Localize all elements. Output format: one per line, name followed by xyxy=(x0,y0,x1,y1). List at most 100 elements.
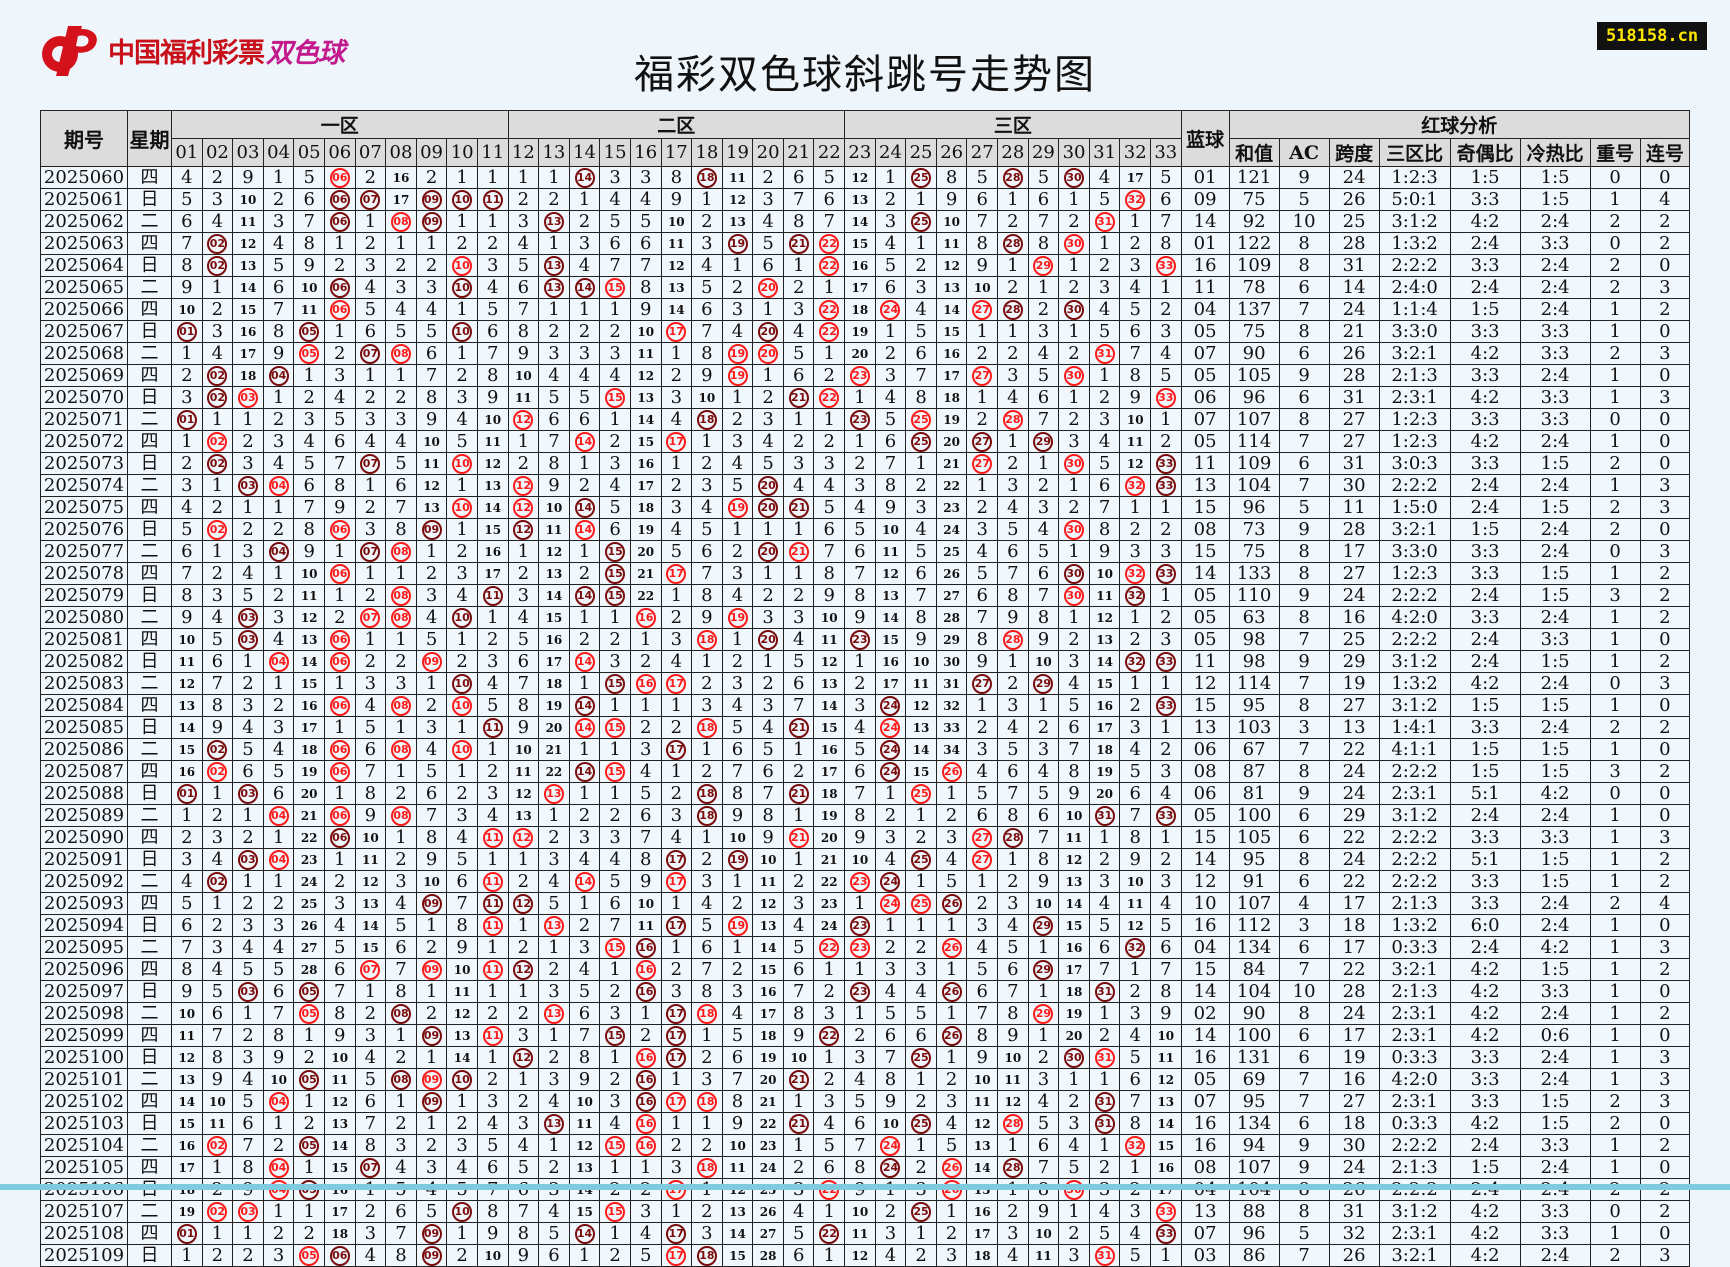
drawn-ball: 26 xyxy=(941,1157,962,1178)
omission-cell: 4 xyxy=(1088,1200,1121,1223)
odd-even-ratio-cell: 3:3 xyxy=(1449,1068,1521,1091)
omission-cell: 4 xyxy=(997,716,1029,739)
omission-cell: 2 xyxy=(752,672,784,695)
omission-cell: 2 xyxy=(905,1244,937,1267)
omission-cell: 8 xyxy=(415,826,448,849)
span-cell: 18 xyxy=(1328,1112,1380,1135)
omission-value: 18 xyxy=(820,787,838,801)
span-cell: 30 xyxy=(1328,474,1380,497)
omission-cell: 4 xyxy=(201,848,234,871)
omission-cell: 13 xyxy=(568,1156,601,1179)
span-cell: 28 xyxy=(1328,364,1380,387)
ball-cell: 02 xyxy=(201,870,234,893)
blue-ball-cell: 05 xyxy=(1180,584,1230,607)
omission-value: 12 xyxy=(943,259,960,273)
drawn-ball: 12 xyxy=(513,893,534,914)
omission-cell: 27 xyxy=(935,584,968,607)
omission-cell: 7 xyxy=(966,210,999,233)
omission-cell: 2 xyxy=(354,584,387,607)
omission-value: 10 xyxy=(698,391,716,405)
omission-cell: 3 xyxy=(354,518,387,541)
omission-value: 13 xyxy=(729,215,746,229)
omission-cell: 1 xyxy=(752,298,784,321)
omission-cell: 1 xyxy=(323,716,356,739)
ball-cell: 27 xyxy=(966,826,999,849)
drawn-ball: 20 xyxy=(758,343,779,364)
odd-even-ratio-cell: 3:3 xyxy=(1449,562,1521,585)
omission-cell: 3 xyxy=(232,1046,264,1069)
omission-cell: 1 xyxy=(1058,188,1090,211)
ball-cell: 07 xyxy=(354,342,387,365)
omission-cell: 8 xyxy=(507,320,540,343)
omission-cell: 9 xyxy=(323,1024,356,1047)
issue-cell: 2025081 xyxy=(39,628,129,651)
omission-cell: 3 xyxy=(1058,430,1090,453)
omission-cell: 7 xyxy=(171,232,203,255)
omission-cell: 2 xyxy=(354,496,387,519)
omission-cell: 1 xyxy=(1119,210,1152,233)
site-badge[interactable]: 518158.cn xyxy=(1597,22,1707,50)
omission-cell: 14 xyxy=(232,276,264,299)
omission-cell: 5 xyxy=(171,892,203,915)
span-cell: 29 xyxy=(1328,804,1380,827)
omission-cell: 2 xyxy=(1027,298,1060,321)
odd-even-ratio-cell: 3:3 xyxy=(1449,892,1521,915)
omission-cell: 2 xyxy=(476,628,509,651)
omission-cell: 3 xyxy=(568,232,601,255)
draw-row: 2025100 日 12 8 3 9 2 10 4 2 1 14 1 12 2 8 1 16 17 2 6 19 10 1 3 7… xyxy=(39,1046,1691,1069)
omission-cell: 10 xyxy=(905,650,937,673)
omission-cell: 8 xyxy=(813,562,846,585)
omission-cell: 2 xyxy=(538,1046,570,1069)
blue-ball-cell: 06 xyxy=(1180,782,1230,805)
drawn-ball: 21 xyxy=(788,1113,809,1134)
omission-cell: 2 xyxy=(1150,606,1182,629)
omission-cell: 6 xyxy=(385,936,417,959)
omission-cell: 8 xyxy=(997,584,1029,607)
omission-cell: 15 xyxy=(323,1156,356,1179)
omission-cell: 14 xyxy=(354,914,387,937)
span-cell: 24 xyxy=(1328,298,1380,321)
omission-value: 14 xyxy=(729,1227,746,1241)
omission-cell: 6 xyxy=(752,760,784,783)
ball-cell: 22 xyxy=(813,936,846,959)
omission-cell: 1 xyxy=(354,474,387,497)
omission-cell: 7 xyxy=(691,562,723,585)
omission-value: 28 xyxy=(759,1249,777,1263)
ball-cell: 18 xyxy=(691,628,723,651)
drawn-ball: 08 xyxy=(390,739,411,760)
sum-cell: 90 xyxy=(1228,1002,1280,1025)
omission-value: 10 xyxy=(576,1095,593,1109)
omission-cell: 6 xyxy=(538,1244,570,1267)
omission-cell: 1 xyxy=(782,804,815,827)
omission-value: 10 xyxy=(1035,655,1052,669)
ball-cell: 15 xyxy=(599,936,631,959)
omission-value: 19 xyxy=(637,523,655,537)
omission-cell: 2 xyxy=(385,782,417,805)
zone-ratio-cell: 0:3:3 xyxy=(1378,1046,1451,1069)
omission-cell: 13 xyxy=(354,892,387,915)
drawn-ball: 06 xyxy=(329,277,350,298)
drawn-ball: 07 xyxy=(360,453,381,474)
drawn-ball: 25 xyxy=(911,849,932,870)
ball-cell: 03 xyxy=(232,474,264,497)
omission-value: 18 xyxy=(1065,985,1083,999)
draw-row: 2025063 四 7 02 12 4 8 1 2 1 1 2 2 4 1 3 6 6 11 3 19 5 21 22 15 4 1… xyxy=(39,232,1691,255)
drawn-ball: 01 xyxy=(176,1223,197,1244)
omission-value: 16 xyxy=(759,985,777,999)
issue-cell: 2025089 xyxy=(39,804,129,827)
drawn-ball: 09 xyxy=(421,211,442,232)
repeat-count-cell: 1 xyxy=(1589,826,1641,849)
zone-ratio-cell: 1:2:3 xyxy=(1378,562,1451,585)
ball-cell: 21 xyxy=(782,716,815,739)
omission-cell: 10 xyxy=(874,1112,907,1135)
omission-cell: 1 xyxy=(966,320,999,343)
omission-cell: 3 xyxy=(446,804,478,827)
omission-cell: 1 xyxy=(691,826,723,849)
omission-value: 15 xyxy=(759,963,777,977)
consecutive-count-cell: 3 xyxy=(1639,1046,1691,1069)
omission-cell: 3 xyxy=(752,408,784,431)
omission-cell: 9 xyxy=(507,1244,540,1267)
omission-cell: 5 xyxy=(293,452,325,475)
omission-cell: 1 xyxy=(507,1068,540,1091)
omission-cell: 5 xyxy=(782,936,815,959)
